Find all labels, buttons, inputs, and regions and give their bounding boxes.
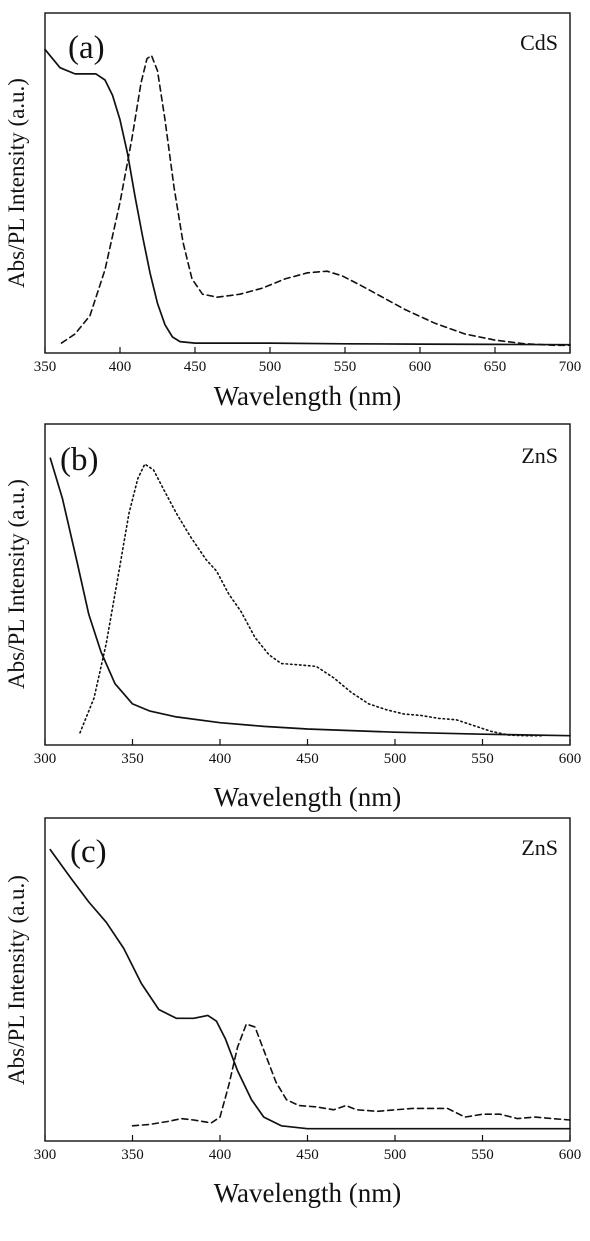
series-line-dashed (60, 54, 571, 347)
x-tick-label: 350 (121, 1147, 144, 1163)
panel-label: (a) (68, 30, 105, 66)
series-line-solid (49, 457, 571, 737)
series-group (44, 48, 571, 347)
panel-label: (b) (60, 442, 98, 478)
x-tick-label: 450 (296, 1147, 319, 1163)
material-label: CdS (520, 30, 558, 55)
plot-frame (44, 423, 571, 746)
series-line-dashed (131, 1023, 571, 1127)
material-label: ZnS (521, 835, 558, 860)
plot-frame (44, 12, 571, 354)
series-line-solid (49, 848, 571, 1130)
y-axis-title: Abs/PL Intensity (a.u.) (4, 479, 29, 689)
x-tick-label: 550 (471, 751, 494, 767)
series-line-dotted (79, 463, 545, 737)
material-label: ZnS (521, 443, 558, 468)
x-ticks: 300 350 400 450 500 550 600 (34, 1135, 582, 1163)
x-tick-label: 350 (34, 359, 57, 375)
x-axis-title: Wavelength (nm) (214, 381, 402, 411)
x-tick-label: 500 (384, 1147, 407, 1163)
x-tick-label: 300 (34, 751, 57, 767)
x-tick-label: 600 (559, 751, 582, 767)
x-axis-title: Wavelength (nm) (214, 782, 402, 812)
plot-frame (44, 817, 571, 1142)
x-tick-label: 550 (471, 1147, 494, 1163)
y-axis-title: Abs/PL Intensity (a.u.) (4, 78, 29, 288)
x-ticks: 300 350 400 450 500 550 600 (34, 739, 582, 767)
x-tick-label: 350 (121, 751, 144, 767)
x-tick-label: 700 (559, 359, 582, 375)
panel-label: (c) (70, 834, 107, 870)
series-line-solid (44, 48, 571, 346)
x-tick-label: 500 (384, 751, 407, 767)
x-tick-label: 650 (484, 359, 507, 375)
series-group (49, 457, 571, 737)
panel-a: 350 400 450 500 550 600 650 700 (a) CdS Wavelen… (4, 12, 582, 411)
x-tick-label: 450 (296, 751, 319, 767)
x-tick-label: 400 (109, 359, 132, 375)
x-tick-label: 550 (334, 359, 357, 375)
x-tick-label: 400 (209, 1147, 232, 1163)
x-tick-label: 600 (559, 1147, 582, 1163)
x-ticks: 350 400 450 500 550 600 650 700 (34, 347, 582, 375)
x-tick-label: 500 (259, 359, 282, 375)
x-axis-title: Wavelength (nm) (214, 1178, 402, 1208)
series-group (49, 848, 571, 1130)
x-tick-label: 600 (409, 359, 432, 375)
x-tick-label: 450 (184, 359, 207, 375)
panel-c: 300 350 400 450 500 550 600 (c) ZnS Wavelength… (4, 817, 582, 1208)
panel-b: 300 350 400 450 500 550 600 (b) ZnS Wavelength… (4, 423, 582, 812)
y-axis-title: Abs/PL Intensity (a.u.) (4, 875, 29, 1085)
x-tick-label: 300 (34, 1147, 57, 1163)
x-tick-label: 400 (209, 751, 232, 767)
